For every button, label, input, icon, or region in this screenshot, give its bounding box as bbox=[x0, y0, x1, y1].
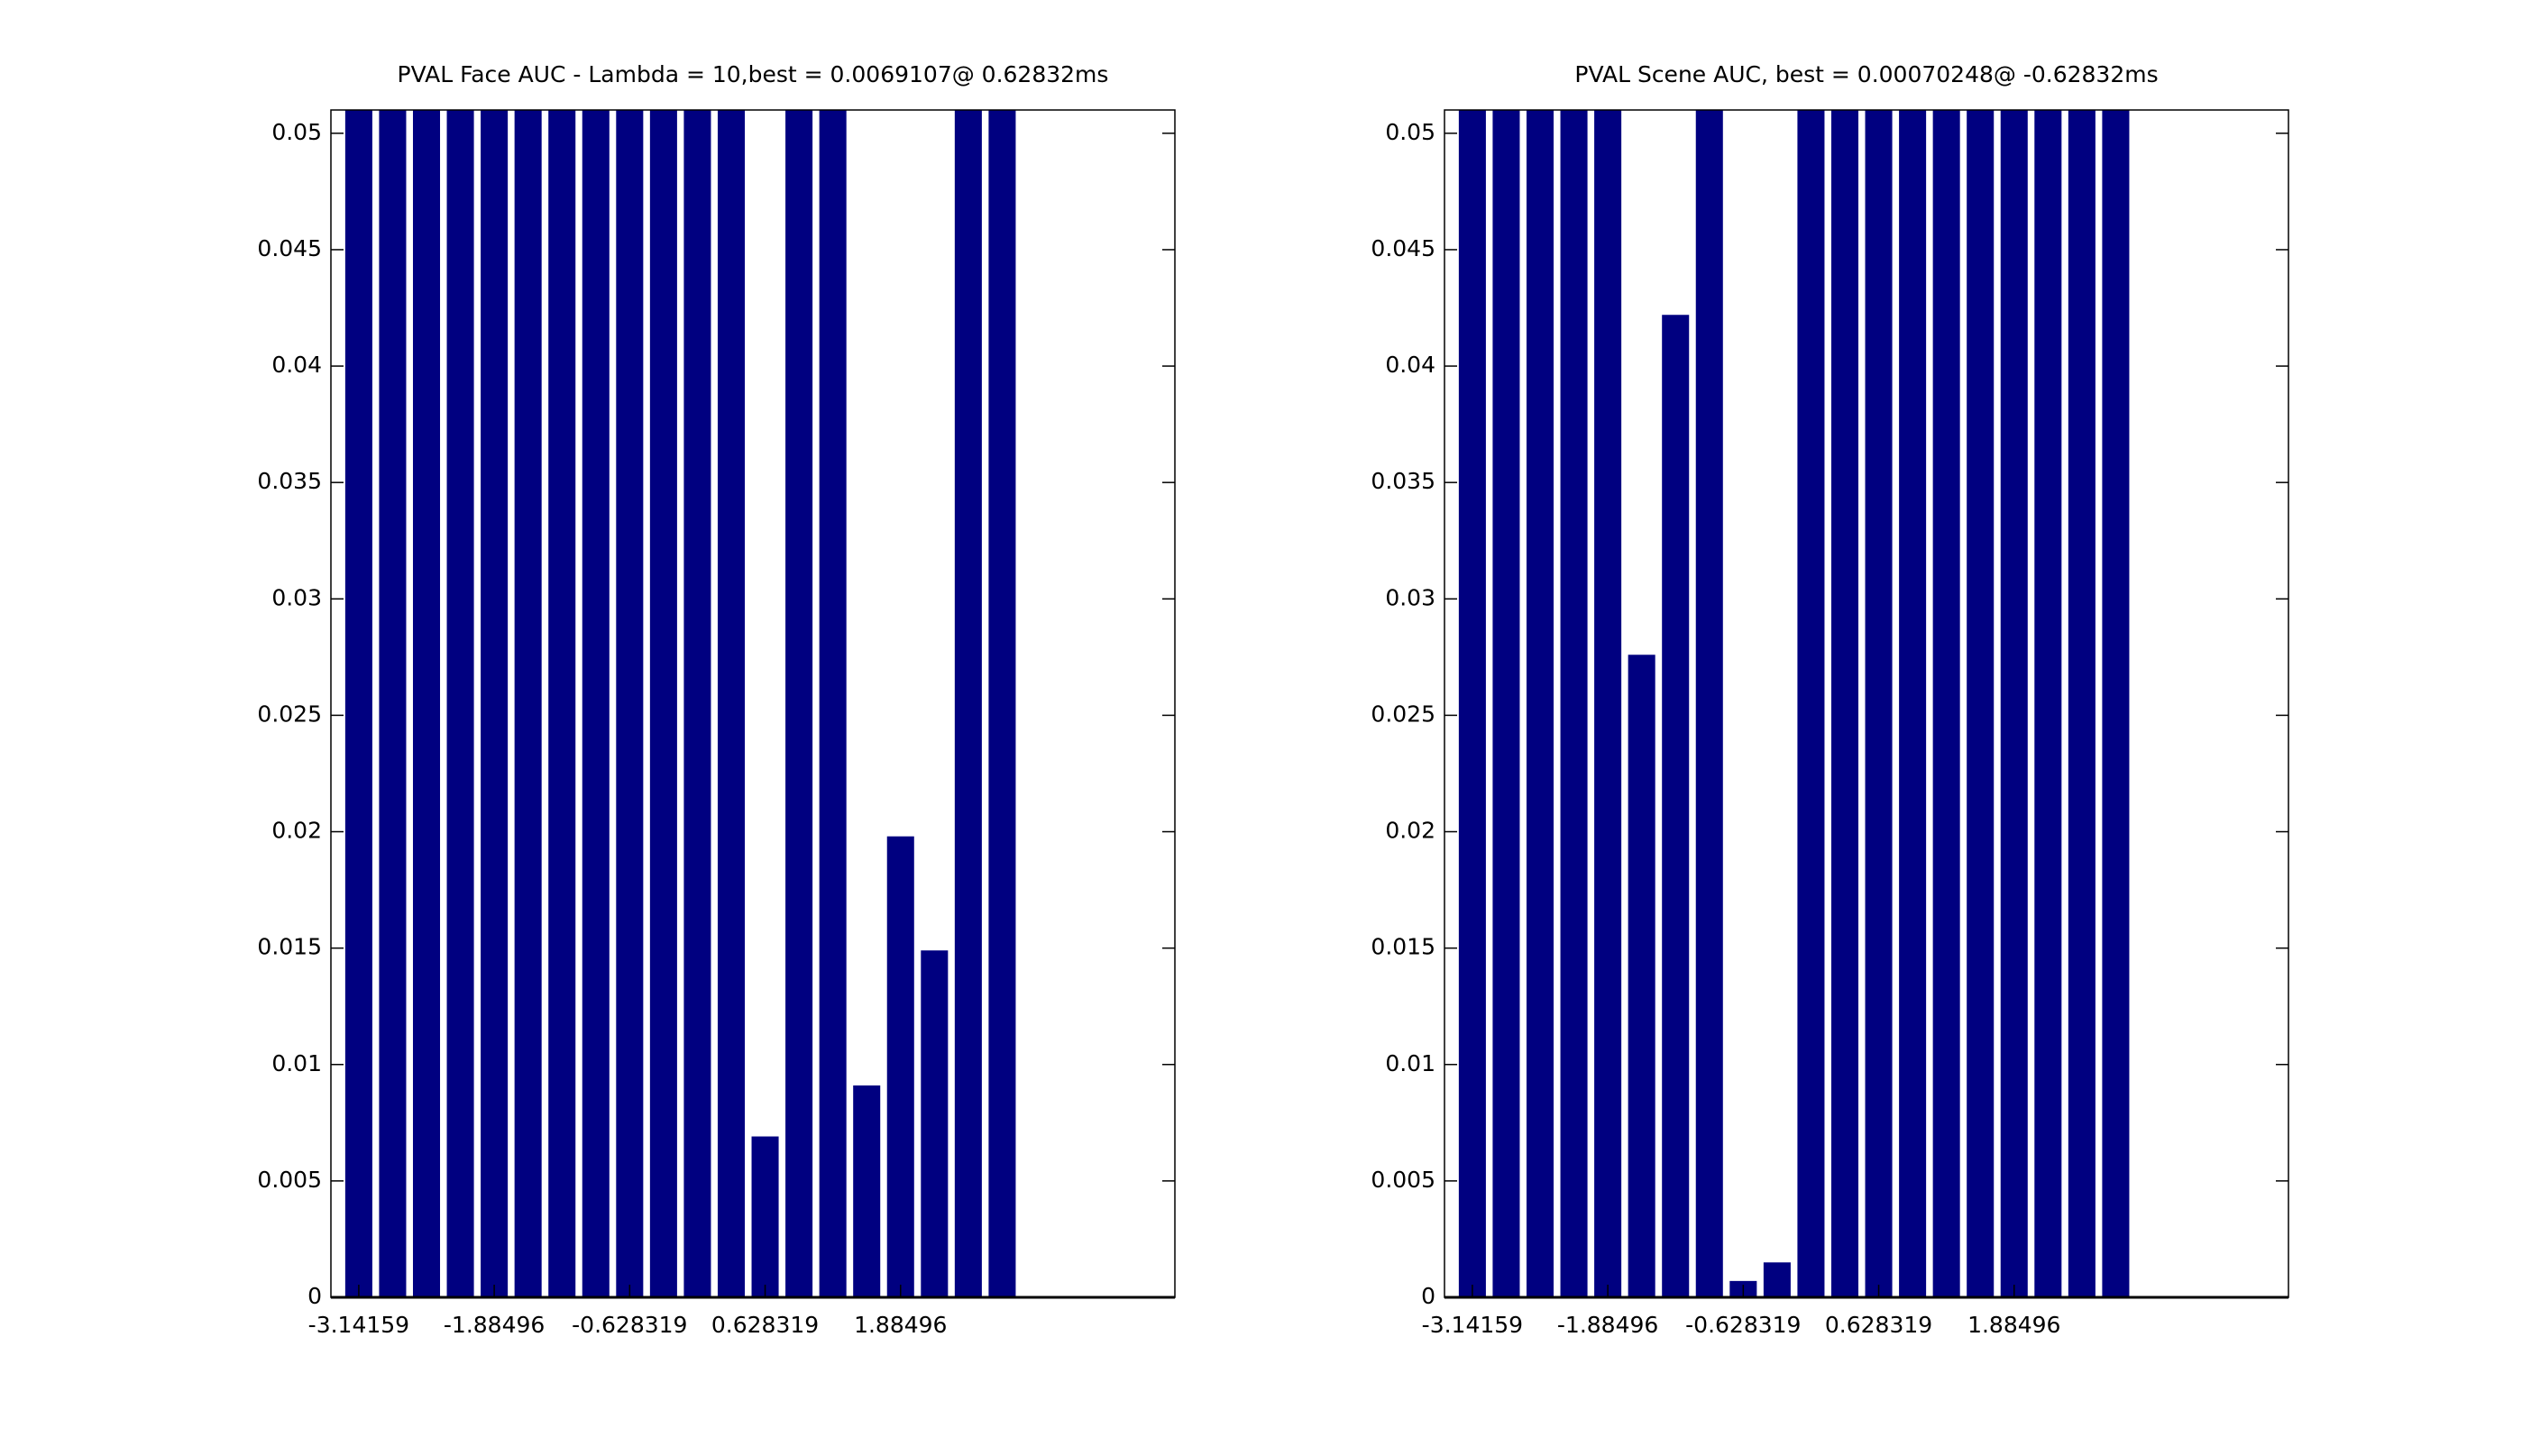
bars bbox=[1458, 110, 2130, 1297]
subplot: PVAL Face AUC - Lambda = 10,best = 0.006… bbox=[257, 61, 1176, 1338]
bar bbox=[616, 110, 644, 1297]
bar bbox=[886, 836, 914, 1297]
bar bbox=[582, 110, 610, 1297]
bar bbox=[2102, 110, 2130, 1297]
bar bbox=[717, 110, 746, 1297]
bar bbox=[1695, 110, 1723, 1297]
bar bbox=[1797, 110, 1825, 1297]
bar bbox=[1967, 110, 1995, 1297]
x-tick-label: 0.628319 bbox=[1825, 1312, 1932, 1338]
bar bbox=[379, 110, 407, 1297]
bars bbox=[344, 110, 1016, 1297]
x-tick-label: -0.628319 bbox=[572, 1312, 687, 1338]
y-tick-label: 0.02 bbox=[271, 818, 322, 844]
y-tick-label: 0.025 bbox=[1371, 701, 1435, 727]
y-tick-label: 0.02 bbox=[1385, 818, 1435, 844]
bar bbox=[1594, 110, 1622, 1297]
x-tick-label: -0.628319 bbox=[1685, 1312, 1801, 1338]
x-tick-label: 1.88496 bbox=[854, 1312, 947, 1338]
bar bbox=[785, 110, 813, 1297]
x-tick-label: 0.628319 bbox=[711, 1312, 819, 1338]
bar bbox=[1628, 655, 1655, 1297]
bar bbox=[446, 110, 474, 1297]
x-tick-label: -1.88496 bbox=[1557, 1312, 1658, 1338]
y-tick-label: 0.005 bbox=[257, 1167, 322, 1193]
bar bbox=[412, 110, 441, 1297]
bar bbox=[1560, 110, 1588, 1297]
bar bbox=[954, 110, 982, 1297]
bar bbox=[2000, 110, 2028, 1297]
bar bbox=[2034, 110, 2062, 1297]
y-tick-label: 0 bbox=[1421, 1283, 1435, 1309]
bar bbox=[819, 110, 847, 1297]
y-tick-label: 0.05 bbox=[1385, 119, 1435, 145]
subplot: PVAL Scene AUC, best = 0.00070248@ -0.62… bbox=[1371, 61, 2289, 1338]
y-tick-label: 0.05 bbox=[271, 119, 322, 145]
bar bbox=[1763, 1262, 1791, 1297]
y-tick-label: 0.03 bbox=[1385, 584, 1435, 610]
y-tick-label: 0.015 bbox=[257, 934, 322, 960]
y-tick-label: 0.035 bbox=[1371, 468, 1435, 494]
chart-title: PVAL Face AUC - Lambda = 10,best = 0.006… bbox=[398, 61, 1109, 87]
x-tick-label: -3.14159 bbox=[308, 1312, 409, 1338]
bar bbox=[1526, 110, 1554, 1297]
bar bbox=[683, 110, 711, 1297]
bar bbox=[1492, 110, 1520, 1297]
y-tick-label: 0.04 bbox=[271, 352, 322, 378]
bar bbox=[1458, 110, 1486, 1297]
bar bbox=[514, 110, 542, 1297]
y-tick-label: 0 bbox=[307, 1283, 322, 1309]
chart-title: PVAL Scene AUC, best = 0.00070248@ -0.62… bbox=[1574, 61, 2158, 87]
bar bbox=[853, 1085, 881, 1297]
x-tick-label: 1.88496 bbox=[1967, 1312, 2060, 1338]
y-tick-label: 0.035 bbox=[257, 468, 322, 494]
y-tick-label: 0.01 bbox=[271, 1050, 322, 1076]
bar bbox=[1830, 110, 1859, 1297]
bar bbox=[988, 110, 1016, 1297]
bar bbox=[1865, 110, 1893, 1297]
bar bbox=[1899, 110, 1927, 1297]
x-tick-label: -1.88496 bbox=[444, 1312, 545, 1338]
y-tick-label: 0.045 bbox=[1371, 235, 1435, 261]
bar bbox=[921, 950, 949, 1297]
x-tick-label: -3.14159 bbox=[1422, 1312, 1523, 1338]
y-tick-label: 0.005 bbox=[1371, 1167, 1435, 1193]
bar bbox=[751, 1136, 779, 1297]
y-tick-label: 0.04 bbox=[1385, 352, 1435, 378]
bar bbox=[1662, 315, 1690, 1297]
y-tick-label: 0.015 bbox=[1371, 934, 1435, 960]
bar bbox=[344, 110, 372, 1297]
y-tick-label: 0.01 bbox=[1385, 1050, 1435, 1076]
y-tick-label: 0.03 bbox=[271, 584, 322, 610]
y-tick-label: 0.025 bbox=[257, 701, 322, 727]
bar bbox=[548, 110, 576, 1297]
y-tick-label: 0.045 bbox=[257, 235, 322, 261]
bar bbox=[2068, 110, 2096, 1297]
bar bbox=[1932, 110, 1960, 1297]
bar bbox=[481, 110, 509, 1297]
bar bbox=[649, 110, 677, 1297]
